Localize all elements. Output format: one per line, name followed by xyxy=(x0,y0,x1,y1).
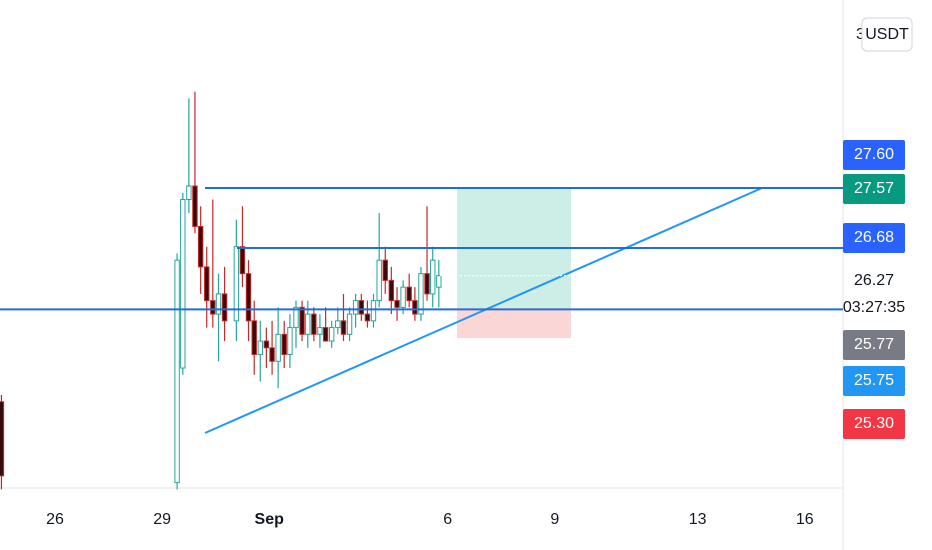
candle-body xyxy=(210,300,216,315)
candle-body xyxy=(299,306,305,335)
candle-body xyxy=(281,333,287,356)
candle-body xyxy=(275,333,281,362)
x-tick-label: 26 xyxy=(46,511,64,528)
price-label: 25.30 xyxy=(854,415,894,432)
loss-zone xyxy=(457,308,571,338)
candle-body xyxy=(239,246,246,275)
price-label-bg xyxy=(843,174,905,204)
x-tick-label: Sep xyxy=(255,511,285,528)
trend-line xyxy=(204,187,763,434)
price-label-bg xyxy=(843,330,905,360)
price-label-bg xyxy=(843,140,905,170)
candle-body xyxy=(293,306,299,329)
candle-body xyxy=(257,340,263,356)
candle-body xyxy=(245,273,252,322)
candle-body xyxy=(382,259,388,281)
price-label: 26.68 xyxy=(854,229,894,246)
candle-body xyxy=(430,259,436,295)
candle-body xyxy=(174,259,180,484)
candle-body xyxy=(180,199,186,369)
current-price-label: 26.27 xyxy=(854,272,894,289)
candle-body xyxy=(388,279,395,302)
candle-body xyxy=(340,320,347,335)
candle-body xyxy=(418,273,424,315)
x-tick-label: 6 xyxy=(443,511,452,528)
price-label: 25.75 xyxy=(854,372,894,389)
candle-body xyxy=(400,286,406,308)
candle-body xyxy=(287,327,293,356)
candle-body xyxy=(233,246,240,322)
candle-body xyxy=(358,300,365,315)
candle-body xyxy=(352,300,359,315)
candle-body xyxy=(322,327,329,342)
candle-body xyxy=(192,185,198,227)
x-tick-label: 9 xyxy=(550,511,559,528)
candle-body xyxy=(376,259,382,302)
candle-body xyxy=(305,313,311,335)
candle-body xyxy=(346,313,353,335)
x-tick-label: 13 xyxy=(689,511,707,528)
drawings xyxy=(204,187,763,434)
currency-label[interactable]: USDT xyxy=(865,26,909,43)
x-tick-label: 29 xyxy=(153,511,171,528)
price-label-bg xyxy=(843,366,905,396)
candle-body xyxy=(436,275,442,288)
candle-body xyxy=(406,286,412,302)
candle-body xyxy=(204,266,210,302)
candle-body xyxy=(221,293,228,322)
x-tick-label: 16 xyxy=(796,511,814,528)
candle-body xyxy=(329,327,335,342)
candle-body xyxy=(311,313,317,335)
price-label-bg xyxy=(843,223,905,253)
candle-body xyxy=(269,347,275,362)
price-label: 25.77 xyxy=(854,336,894,353)
candle-body xyxy=(186,185,192,201)
candle-body xyxy=(197,225,204,268)
candle-body xyxy=(335,320,341,329)
candle-body xyxy=(251,320,257,356)
candle-body xyxy=(394,300,400,308)
candle-body xyxy=(263,340,270,349)
candle-body xyxy=(215,293,222,315)
countdown: 03:27:35 xyxy=(843,299,905,316)
candle-body xyxy=(412,300,418,315)
candle-body xyxy=(370,300,377,322)
candle-body xyxy=(317,327,323,335)
currency-button[interactable] xyxy=(861,17,913,52)
price-label-bg xyxy=(843,409,905,439)
candle-body xyxy=(424,273,430,295)
candle-body xyxy=(364,313,371,322)
price-label: 27.57 xyxy=(854,180,894,197)
price-label: 27.60 xyxy=(854,146,894,163)
scale-hint: 3 xyxy=(856,26,865,43)
candle-body xyxy=(0,401,5,477)
